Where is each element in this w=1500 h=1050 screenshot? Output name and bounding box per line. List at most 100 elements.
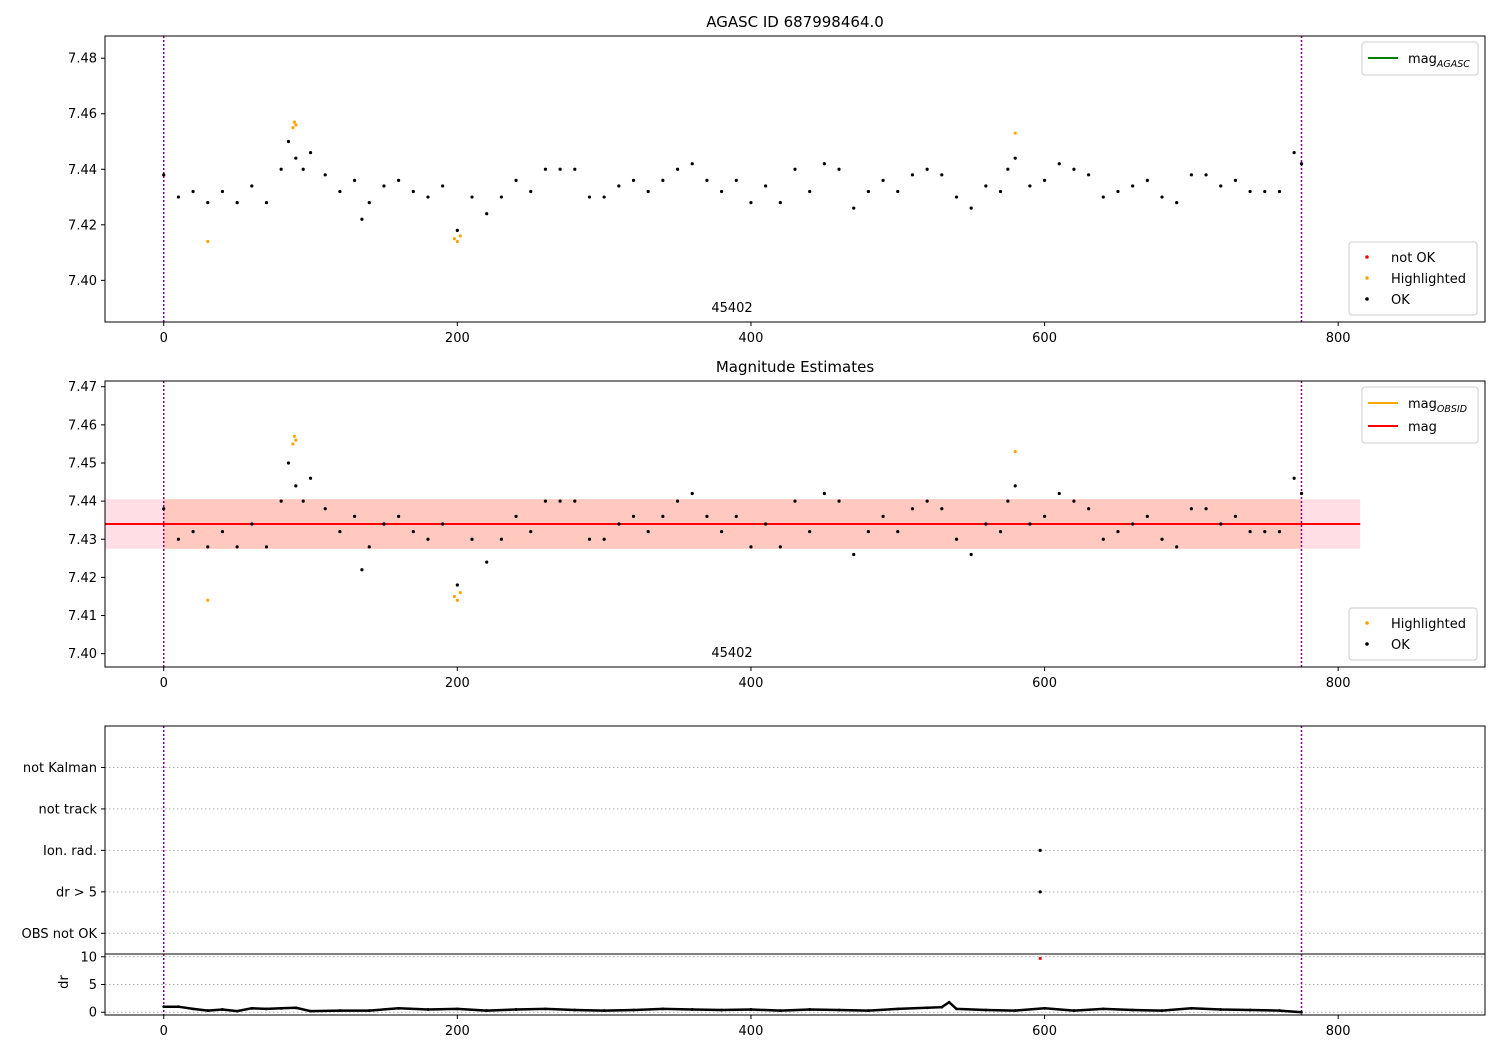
data-point: [397, 178, 401, 182]
data-point: [896, 189, 900, 194]
data-point: [675, 167, 680, 171]
data-point: [749, 545, 753, 549]
data-point: [1013, 484, 1017, 488]
data-point: [808, 189, 812, 194]
y-tick-label: dr > 5: [56, 885, 97, 900]
data-point: [690, 162, 694, 166]
highlighted-point: [292, 120, 296, 124]
data-point: [1233, 178, 1238, 182]
data-point: [822, 162, 826, 166]
highlighted-point: [206, 239, 210, 244]
data-point: [910, 173, 915, 177]
data-point: [250, 522, 254, 526]
y-tick-label: not Kalman: [23, 761, 97, 776]
legend-point-label: Highlighted: [1391, 272, 1466, 287]
data-point: [1263, 530, 1267, 534]
axes-frame: [104, 35, 1486, 323]
data-point: [1299, 162, 1304, 166]
y-tick-label: 7.47: [68, 380, 97, 395]
dr-point: [1160, 1009, 1164, 1012]
data-point: [294, 484, 298, 488]
highlighted-point: [1013, 131, 1017, 135]
legend-box: [1361, 386, 1479, 444]
data-point: [206, 201, 210, 205]
data-point: [1175, 545, 1179, 549]
data-point: [543, 499, 548, 503]
data-point: [367, 545, 371, 549]
dr-point: [690, 1008, 694, 1011]
y-tick-label: 7.42: [68, 571, 97, 586]
data-point: [1219, 184, 1223, 188]
dr-point: [1189, 1006, 1193, 1010]
data-point: [308, 476, 313, 480]
data-point: [1006, 499, 1010, 503]
data-point: [822, 491, 826, 496]
dr-point: [749, 1008, 753, 1011]
data-point: [734, 178, 738, 182]
y-tick-label: 7.40: [68, 647, 97, 662]
data-point: [1038, 890, 1042, 894]
data-point: [617, 522, 621, 526]
data-point: [1248, 189, 1252, 194]
data-point: [499, 195, 503, 199]
data-point: [162, 173, 166, 177]
dr-point: [1278, 1009, 1281, 1012]
data-point: [1101, 537, 1105, 541]
data-point: [455, 583, 459, 587]
dr-point: [573, 1008, 577, 1012]
x-tick-label: 400: [739, 331, 764, 346]
legend-point-swatch: [1365, 642, 1369, 646]
highlighted-point: [452, 237, 457, 241]
x-tick-label: 600: [1032, 1024, 1057, 1039]
data-point: [573, 499, 577, 503]
highlighted-point: [206, 598, 210, 602]
dr-point: [485, 1009, 489, 1012]
panel-title: AGASC ID 687998464.0: [706, 13, 884, 31]
legend-line-label: mag: [1408, 420, 1437, 435]
data-point: [426, 195, 430, 199]
data-point: [1277, 189, 1282, 194]
data-point: [1145, 178, 1149, 182]
y-tick-label: not track: [38, 802, 97, 817]
data-point: [587, 537, 592, 541]
data-point: [1175, 201, 1179, 205]
dr-point: [955, 1007, 958, 1011]
x-tick-label: 200: [445, 676, 470, 691]
dr-point: [455, 1007, 459, 1011]
dr-point: [1043, 1006, 1046, 1010]
obsid-annotation: 45402: [711, 646, 752, 661]
data-point: [793, 499, 797, 503]
axes-frame: [104, 380, 1486, 668]
data-point: [1057, 491, 1061, 496]
data-point: [661, 514, 665, 518]
data-point: [514, 178, 518, 182]
dr-point: [397, 1006, 401, 1010]
data-point: [866, 530, 871, 534]
data-point: [1038, 848, 1042, 852]
highlighted-point: [291, 126, 295, 130]
dr-point: [177, 1005, 180, 1009]
dr-point: [367, 1009, 371, 1012]
data-point: [1204, 173, 1208, 177]
legend-point-label: not OK: [1391, 251, 1436, 266]
dr-point: [265, 1007, 268, 1011]
data-point: [896, 530, 900, 534]
axes-frame: [104, 725, 1486, 955]
data-point: [1087, 173, 1091, 177]
y-tick-label: OBS not OK: [22, 927, 98, 942]
data-point: [235, 545, 239, 549]
data-point: [661, 178, 665, 182]
data-point: [514, 514, 518, 518]
data-point: [1145, 514, 1149, 518]
magnitude-estimates-panel: Magnitude Estimates 7.40 7.41 7.42 7.43 7.44…: [68, 358, 1486, 691]
data-point: [360, 217, 364, 221]
y-tick-label: 7.46: [68, 418, 97, 433]
data-point: [1131, 184, 1135, 188]
data-point: [558, 499, 562, 503]
y-tick-label: 7.43: [68, 533, 97, 548]
data-point: [602, 537, 606, 541]
data-point: [1028, 184, 1032, 188]
data-point: [1131, 522, 1135, 526]
data-point: [954, 537, 959, 541]
